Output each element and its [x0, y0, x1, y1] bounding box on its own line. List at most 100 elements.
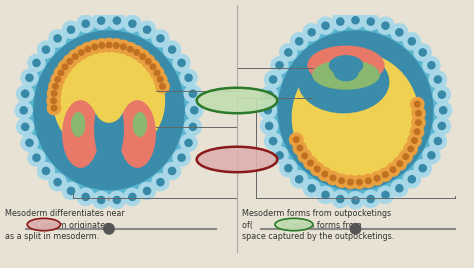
Circle shape	[438, 122, 446, 129]
Circle shape	[37, 162, 55, 180]
Circle shape	[178, 154, 185, 161]
Circle shape	[423, 147, 440, 164]
Circle shape	[296, 38, 303, 45]
Circle shape	[390, 167, 396, 172]
Circle shape	[322, 22, 329, 29]
Text: of(           )Coelom forms from: of( )Coelom forms from	[242, 221, 362, 229]
Circle shape	[270, 137, 277, 145]
Circle shape	[302, 153, 308, 159]
Circle shape	[77, 188, 94, 206]
Circle shape	[412, 138, 417, 143]
Circle shape	[271, 57, 288, 74]
Circle shape	[285, 165, 292, 172]
Circle shape	[113, 196, 120, 204]
Circle shape	[67, 26, 74, 33]
Circle shape	[365, 178, 371, 184]
Circle shape	[293, 142, 307, 155]
Circle shape	[51, 91, 57, 96]
Circle shape	[303, 180, 320, 197]
Circle shape	[408, 176, 415, 183]
Circle shape	[350, 224, 361, 234]
Circle shape	[77, 15, 94, 32]
Circle shape	[152, 30, 169, 47]
Circle shape	[293, 137, 299, 142]
Circle shape	[26, 139, 33, 146]
Circle shape	[326, 171, 339, 185]
Circle shape	[42, 46, 50, 53]
Circle shape	[335, 174, 348, 187]
Circle shape	[264, 133, 282, 150]
Circle shape	[403, 154, 409, 159]
Circle shape	[49, 30, 66, 47]
Circle shape	[26, 74, 33, 81]
Circle shape	[51, 73, 64, 86]
Circle shape	[383, 172, 388, 177]
Ellipse shape	[334, 64, 358, 81]
Circle shape	[435, 102, 452, 119]
Circle shape	[113, 43, 119, 48]
Circle shape	[28, 149, 45, 166]
Circle shape	[433, 86, 450, 103]
Circle shape	[271, 147, 288, 164]
Circle shape	[81, 43, 94, 56]
Circle shape	[157, 178, 164, 186]
Circle shape	[184, 118, 201, 135]
Text: space captured by the outpocketings.: space captured by the outpocketings.	[242, 232, 394, 241]
Circle shape	[261, 117, 278, 135]
Circle shape	[22, 90, 29, 97]
Circle shape	[106, 42, 112, 48]
Circle shape	[408, 134, 421, 147]
Circle shape	[69, 50, 82, 63]
Circle shape	[67, 58, 73, 64]
Circle shape	[264, 71, 282, 88]
Circle shape	[22, 123, 29, 131]
Circle shape	[157, 77, 163, 82]
Circle shape	[129, 20, 136, 27]
Circle shape	[63, 21, 80, 38]
Circle shape	[124, 15, 141, 32]
Circle shape	[140, 54, 146, 59]
Circle shape	[138, 21, 155, 38]
Circle shape	[47, 102, 61, 115]
Circle shape	[15, 102, 32, 119]
Circle shape	[391, 180, 408, 197]
Circle shape	[144, 26, 151, 33]
Circle shape	[396, 29, 403, 36]
Circle shape	[138, 183, 155, 199]
Ellipse shape	[63, 101, 99, 167]
Circle shape	[386, 163, 400, 176]
Circle shape	[146, 58, 151, 64]
Circle shape	[419, 165, 426, 172]
Circle shape	[337, 195, 344, 203]
Circle shape	[434, 76, 441, 83]
Circle shape	[298, 149, 311, 162]
Circle shape	[412, 116, 425, 129]
Circle shape	[347, 192, 364, 209]
Ellipse shape	[54, 45, 164, 157]
Circle shape	[33, 154, 40, 161]
Circle shape	[362, 13, 379, 30]
Circle shape	[423, 57, 440, 74]
Circle shape	[332, 191, 349, 207]
Circle shape	[285, 49, 292, 56]
Circle shape	[362, 174, 375, 188]
Circle shape	[429, 133, 447, 150]
Circle shape	[428, 152, 435, 159]
Circle shape	[180, 134, 197, 151]
Circle shape	[168, 168, 176, 174]
Circle shape	[164, 41, 181, 58]
Circle shape	[259, 102, 276, 119]
Text: Mesoderm forms from outpocketings: Mesoderm forms from outpocketings	[242, 209, 391, 218]
Circle shape	[290, 133, 303, 146]
Circle shape	[160, 84, 165, 89]
Ellipse shape	[275, 218, 313, 231]
Circle shape	[412, 107, 425, 120]
Circle shape	[58, 60, 72, 73]
Circle shape	[173, 149, 190, 166]
Circle shape	[410, 98, 424, 111]
Circle shape	[180, 69, 197, 86]
Circle shape	[168, 46, 176, 53]
Circle shape	[410, 125, 424, 138]
Ellipse shape	[133, 113, 146, 136]
Circle shape	[393, 157, 406, 170]
